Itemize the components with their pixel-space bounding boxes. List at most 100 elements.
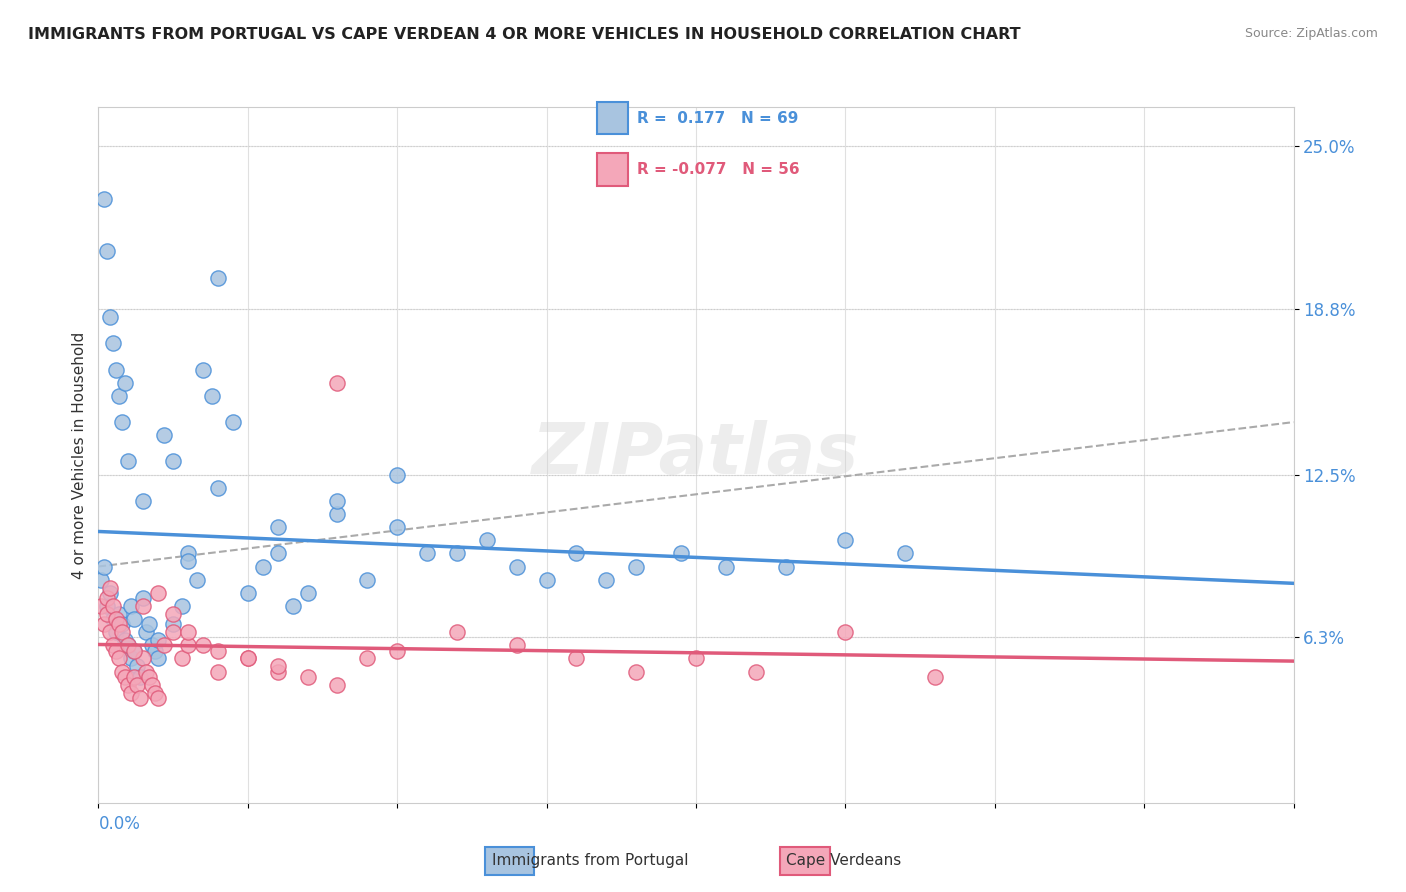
Point <box>624 665 647 679</box>
Point <box>117 454 139 468</box>
Point <box>120 599 142 613</box>
Point <box>191 362 214 376</box>
Point <box>132 494 155 508</box>
Point <box>141 638 163 652</box>
Point <box>595 573 617 587</box>
Point <box>108 389 131 403</box>
Point <box>267 659 290 673</box>
Point <box>98 581 122 595</box>
Point <box>148 690 170 705</box>
Point <box>177 625 200 640</box>
Point <box>326 678 349 692</box>
Point <box>416 546 439 560</box>
Point <box>775 559 797 574</box>
Point <box>267 520 290 534</box>
Point <box>281 599 304 613</box>
Point <box>96 244 118 259</box>
Text: Cape Verdeans: Cape Verdeans <box>786 854 901 868</box>
Point <box>297 670 319 684</box>
Point <box>96 607 118 621</box>
Point <box>326 494 349 508</box>
Point <box>143 643 166 657</box>
Point <box>111 415 134 429</box>
Y-axis label: 4 or more Vehicles in Household: 4 or more Vehicles in Household <box>72 331 87 579</box>
Point <box>135 625 157 640</box>
Point <box>114 633 136 648</box>
Point <box>98 625 122 640</box>
Point <box>132 591 155 605</box>
Point <box>93 617 115 632</box>
Point <box>143 685 166 699</box>
Point <box>138 670 160 684</box>
Point <box>114 670 136 684</box>
Point <box>385 643 409 657</box>
Point <box>162 625 184 640</box>
Point <box>98 310 122 324</box>
Point <box>267 546 290 560</box>
Point <box>624 559 647 574</box>
Point <box>834 533 856 548</box>
Point <box>105 625 128 640</box>
Point <box>297 586 319 600</box>
Point <box>201 389 224 403</box>
Point <box>894 546 917 560</box>
Point <box>326 507 349 521</box>
Bar <box>485 847 534 875</box>
Point <box>93 559 115 574</box>
Point <box>172 651 194 665</box>
Point <box>105 362 128 376</box>
Text: Source: ZipAtlas.com: Source: ZipAtlas.com <box>1244 27 1378 40</box>
Point <box>120 685 142 699</box>
Point <box>669 546 692 560</box>
Point <box>207 643 229 657</box>
Point <box>127 678 149 692</box>
Point <box>127 659 149 673</box>
Point <box>536 573 558 587</box>
Point <box>117 678 139 692</box>
Point <box>108 607 131 621</box>
Point <box>90 573 112 587</box>
Bar <box>596 102 627 134</box>
Point <box>267 665 290 679</box>
Point <box>446 625 468 640</box>
Point <box>111 617 134 632</box>
Point <box>108 617 131 632</box>
Point <box>129 670 152 684</box>
Point <box>117 638 139 652</box>
Point <box>96 599 118 613</box>
Point <box>714 559 737 574</box>
Point <box>252 559 274 574</box>
Bar <box>596 153 627 186</box>
Point <box>141 678 163 692</box>
Point <box>124 612 146 626</box>
Point <box>120 651 142 665</box>
Point <box>103 638 125 652</box>
Point <box>475 533 498 548</box>
Point <box>191 638 214 652</box>
Point <box>105 612 128 626</box>
Point <box>236 651 259 665</box>
Point <box>153 638 176 652</box>
Point <box>148 633 170 648</box>
Text: IMMIGRANTS FROM PORTUGAL VS CAPE VERDEAN 4 OR MORE VEHICLES IN HOUSEHOLD CORRELA: IMMIGRANTS FROM PORTUGAL VS CAPE VERDEAN… <box>28 27 1021 42</box>
Text: 0.0%: 0.0% <box>98 815 141 833</box>
Point <box>103 336 125 351</box>
Point <box>132 599 155 613</box>
Point <box>186 573 208 587</box>
Point <box>129 690 152 705</box>
Point <box>207 481 229 495</box>
Point <box>172 599 194 613</box>
Point <box>108 651 131 665</box>
Bar <box>780 847 830 875</box>
Point <box>385 467 409 482</box>
Point <box>114 376 136 390</box>
Point <box>207 270 229 285</box>
Point <box>148 651 170 665</box>
Point <box>124 643 146 657</box>
Point <box>162 617 184 632</box>
Point <box>138 617 160 632</box>
Point <box>177 554 200 568</box>
Point <box>162 454 184 468</box>
Point <box>90 599 112 613</box>
Point <box>103 599 125 613</box>
